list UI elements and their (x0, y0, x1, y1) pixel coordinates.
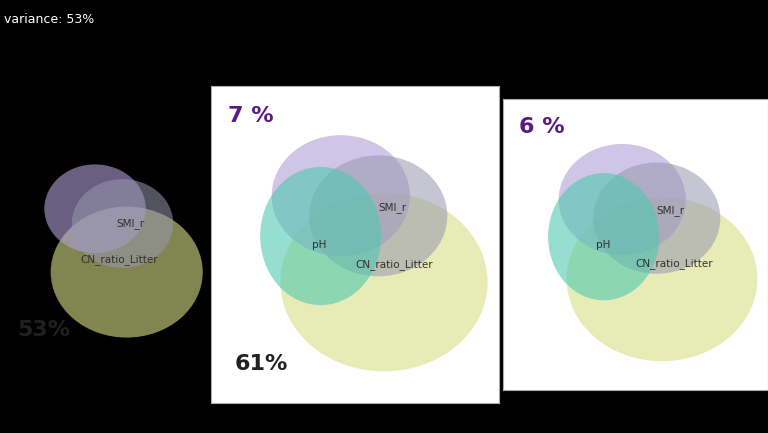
Text: CN_ratio_Litter: CN_ratio_Litter (355, 259, 433, 270)
Text: pH: pH (312, 239, 326, 250)
Ellipse shape (548, 173, 660, 301)
Ellipse shape (593, 162, 720, 274)
Ellipse shape (567, 197, 757, 361)
Ellipse shape (280, 193, 488, 372)
Text: CN_ratio_Litter: CN_ratio_Litter (81, 254, 158, 265)
Ellipse shape (45, 165, 146, 253)
Ellipse shape (309, 155, 447, 276)
Ellipse shape (558, 144, 686, 255)
Ellipse shape (260, 167, 381, 305)
Text: 61%: 61% (234, 354, 287, 374)
Text: SMI_r: SMI_r (657, 205, 685, 216)
Ellipse shape (51, 207, 203, 338)
Text: pH: pH (596, 239, 610, 250)
Text: SMI_r: SMI_r (378, 202, 406, 213)
Ellipse shape (272, 135, 410, 256)
Text: 53%: 53% (17, 320, 70, 339)
Text: 6 %: 6 % (519, 117, 564, 137)
Text: variance: 53%: variance: 53% (4, 13, 94, 26)
Ellipse shape (72, 179, 174, 268)
Text: CN_ratio_Litter: CN_ratio_Litter (635, 258, 713, 268)
Text: 7 %: 7 % (229, 107, 274, 126)
Text: SMI_r: SMI_r (116, 218, 144, 229)
